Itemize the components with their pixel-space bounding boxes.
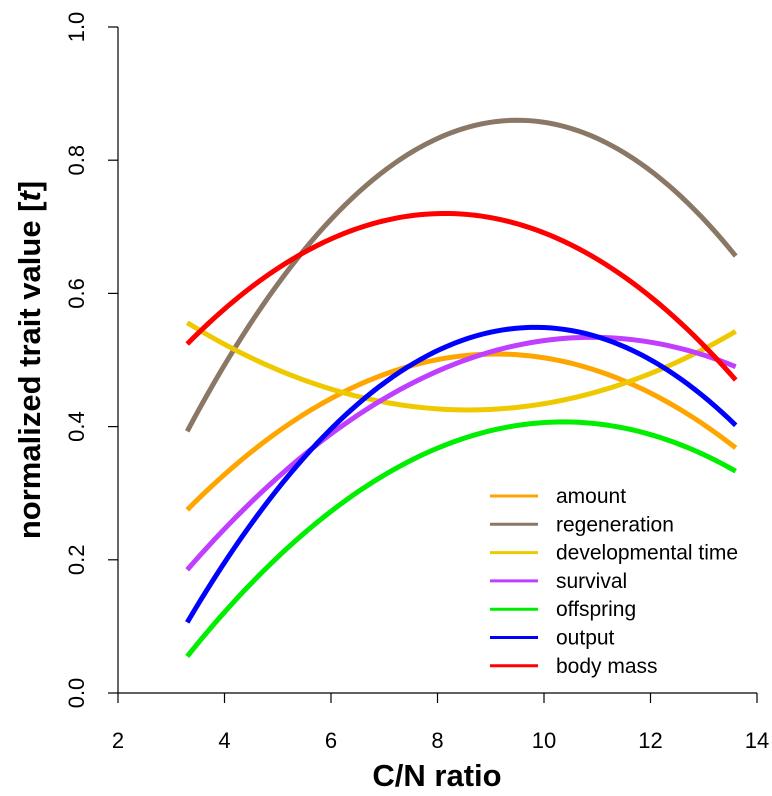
y-axis-title-variable: t <box>12 190 47 202</box>
x-axis-title: C/N ratio <box>372 758 501 793</box>
x-tick-label: 6 <box>325 728 337 753</box>
legend-label-amount: amount <box>556 485 626 508</box>
y-tick-label: 0.6 <box>64 278 89 309</box>
legend-label-output: output <box>556 627 615 650</box>
series-line-survival <box>185 334 737 572</box>
x-tick-label: 10 <box>532 728 556 753</box>
x-tick-label: 12 <box>638 728 662 753</box>
y-tick-label: 1.0 <box>64 12 89 43</box>
legend: amount regeneration developmental time surv… <box>490 485 738 678</box>
legend-label-regeneration: regeneration <box>556 513 674 536</box>
series-line-amount <box>185 351 738 512</box>
x-tick-label: 4 <box>218 728 230 753</box>
series-layer <box>185 117 738 658</box>
y-tick-label: 0.0 <box>64 678 89 709</box>
series-line-regeneration <box>185 117 738 433</box>
x-tick-label: 2 <box>112 728 124 753</box>
legend-label-survival: survival <box>556 570 627 593</box>
x-tick-label: 14 <box>745 728 769 753</box>
x-tick-label: 8 <box>431 728 443 753</box>
legend-label-developmental-time: developmental time <box>556 542 738 565</box>
series-line-offspring <box>185 419 737 658</box>
axes: 2 4 6 8 10 12 14 0.0 0.2 0.4 0.6 0.8 1.0 <box>64 12 769 753</box>
y-tick-label: 0.2 <box>64 545 89 576</box>
y-axis-title: normalized trait value [t] <box>12 181 47 539</box>
legend-label-offspring: offspring <box>556 598 636 621</box>
y-tick-label: 0.8 <box>64 145 89 176</box>
legend-label-body-mass: body mass <box>556 655 658 678</box>
series-line-developmental-time <box>185 320 737 413</box>
y-tick-label: 0.4 <box>64 411 89 442</box>
series-line-body-mass <box>185 210 738 382</box>
series-line-output <box>185 324 738 624</box>
